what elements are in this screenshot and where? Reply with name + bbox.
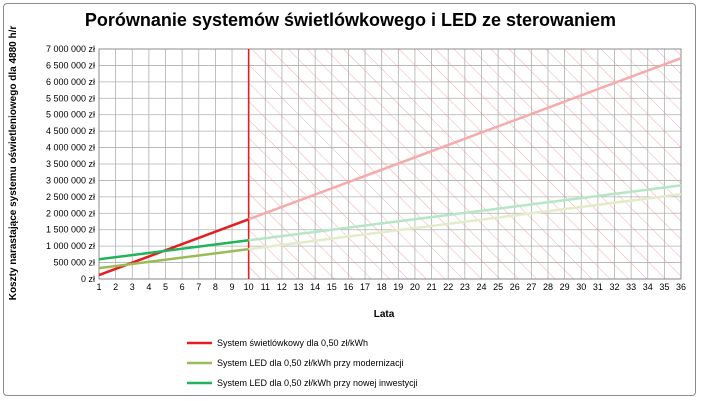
legend-entry: System świetlówkowy dla 0,50 zł/kWh [217,338,368,348]
legend: System świetlówkowy dla 0,50 zł/kWh Syste… [187,338,418,388]
x-tick-label: 33 [626,282,636,292]
x-tick-label: 35 [659,282,669,292]
y-tick-label: 4 000 000 zł [46,143,95,153]
y-tick-label: 6 000 000 zł [46,77,95,87]
x-tick-label: 9 [230,282,235,292]
x-tick-label: 21 [427,282,437,292]
x-tick-label: 17 [360,282,370,292]
x-axis-label: Lata [374,309,395,320]
x-tick-label: 27 [526,282,536,292]
y-tick-label: 3 000 000 zł [46,175,95,185]
x-tick-label: 34 [643,282,653,292]
series-2-line [98,247,249,270]
series-2-forecast-line [248,192,682,251]
x-tick-label: 11 [261,282,270,292]
x-tick-label: 32 [609,282,619,292]
x-tick-label: 36 [676,282,686,292]
x-tick-label: 3 [130,282,135,292]
y-tick-label: 1 500 000 zł [46,225,95,235]
x-tick-label: 26 [510,282,520,292]
y-tick-label: 500 000 zł [53,258,95,268]
x-tick-label: 6 [180,282,185,292]
legend-entry: System LED dla 0,50 zł/kWh przy moderniz… [217,358,404,368]
y-tick-label: 1 000 000 zł [46,241,95,251]
x-tick-label: 22 [443,282,453,292]
x-tick-label: 16 [343,282,353,292]
y-tick-label: 3 500 000 zł [46,159,95,169]
chart-title: Porównanie systemów świetlówkowego i LED… [84,10,617,30]
y-tick-label: 6 500 000 zł [46,60,95,70]
x-tick-label: 10 [244,282,254,292]
y-tick-label: 7 000 000 zł [46,44,95,54]
y-tick-label: 0 zł [81,274,95,284]
y-tick-label: 2 000 000 zł [46,208,95,218]
x-tick-label: 7 [196,282,201,292]
y-tick-label: 4 500 000 zł [46,126,95,136]
x-tick-label: 12 [277,282,287,292]
y-tick-label: 2 500 000 zł [46,192,95,202]
x-tick-label: 18 [377,282,387,292]
x-tick-label: 4 [146,282,151,292]
x-tick-label: 24 [476,282,486,292]
x-tick-label: 1 [96,282,101,292]
x-tick-label: 5 [163,282,168,292]
x-tick-label: 20 [410,282,420,292]
x-tick-label: 8 [213,282,218,292]
x-tick-label: 14 [310,282,320,292]
x-tick-label: 19 [393,282,403,292]
x-tick-label: 28 [543,282,553,292]
x-tick-label: 30 [576,282,586,292]
y-tick-label: 5 000 000 zł [46,110,95,120]
series-1-forecast-line [248,57,682,221]
plot-border [98,48,682,280]
series-3-line [98,239,249,261]
legend-entry: System LED dla 0,50 zł/kWh przy nowej in… [217,378,418,388]
x-tick-label: 31 [593,282,603,292]
y-tick-label: 5 500 000 zł [46,93,95,103]
x-tick-label: 15 [327,282,337,292]
x-tick-label: 23 [460,282,470,292]
y-axis-label: Koszty narastające systemu oświetleniowe… [8,26,19,301]
x-tick-label: 13 [294,282,304,292]
x-tick-label: 2 [113,282,118,292]
series-1-line [98,218,250,277]
x-tick-label: 29 [560,282,570,292]
series-3-forecast-line [248,184,682,242]
x-tick-label: 25 [493,282,503,292]
